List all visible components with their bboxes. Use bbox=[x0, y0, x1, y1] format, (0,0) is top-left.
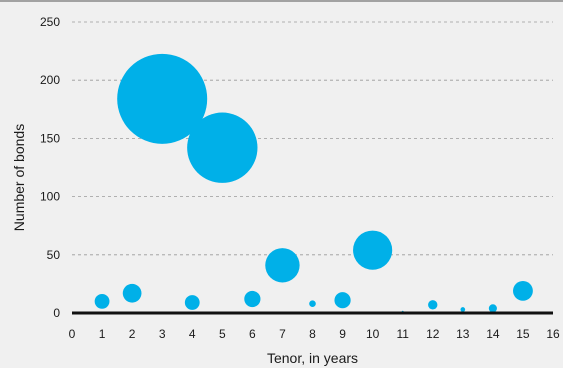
x-tick-12: 12 bbox=[426, 327, 440, 341]
x-tick-labels: 0 1 2 3 4 5 6 7 8 9 10 11 12 13 14 15 16 bbox=[69, 327, 560, 341]
x-tick-16: 16 bbox=[546, 327, 560, 341]
x-tick-6: 6 bbox=[249, 327, 256, 341]
y-tick-150: 150 bbox=[40, 131, 60, 145]
bubble-15 bbox=[513, 280, 533, 301]
bubble-2 bbox=[122, 283, 142, 303]
x-tick-0: 0 bbox=[69, 327, 76, 341]
y-axis-label: Number of bonds bbox=[11, 124, 27, 231]
bubbles bbox=[94, 53, 533, 313]
y-tick-50: 50 bbox=[47, 248, 61, 262]
x-tick-1: 1 bbox=[99, 327, 106, 341]
x-axis-label: Tenor, in years bbox=[267, 350, 358, 366]
bubble-10 bbox=[353, 230, 393, 270]
y-tick-100: 100 bbox=[40, 190, 60, 204]
x-tick-3: 3 bbox=[159, 327, 166, 341]
bubble-9 bbox=[334, 292, 351, 309]
bubble-6 bbox=[244, 290, 261, 308]
bubble-5 bbox=[187, 112, 258, 183]
x-tick-8: 8 bbox=[309, 327, 316, 341]
bubble-8 bbox=[309, 300, 316, 307]
bubble-1 bbox=[94, 293, 110, 309]
x-tick-5: 5 bbox=[219, 327, 226, 341]
y-tick-0: 0 bbox=[53, 306, 60, 320]
bubble-14 bbox=[488, 304, 497, 313]
x-tick-4: 4 bbox=[189, 327, 196, 341]
bubble-3 bbox=[117, 53, 208, 144]
x-tick-2: 2 bbox=[129, 327, 136, 341]
x-tick-10: 10 bbox=[366, 327, 380, 341]
y-tick-labels: 0 50 100 150 200 250 bbox=[40, 15, 60, 320]
x-tick-15: 15 bbox=[516, 327, 530, 341]
x-tick-11: 11 bbox=[396, 327, 409, 341]
x-tick-13: 13 bbox=[456, 327, 470, 341]
x-tick-7: 7 bbox=[279, 327, 286, 341]
y-tick-250: 250 bbox=[40, 15, 60, 29]
y-tick-200: 200 bbox=[40, 73, 60, 87]
bubble-13 bbox=[460, 307, 466, 312]
bubble-12 bbox=[428, 300, 438, 310]
bubble-7 bbox=[265, 248, 300, 283]
bubble-4 bbox=[184, 295, 200, 310]
x-tick-9: 9 bbox=[339, 327, 346, 341]
x-tick-14: 14 bbox=[486, 327, 500, 341]
